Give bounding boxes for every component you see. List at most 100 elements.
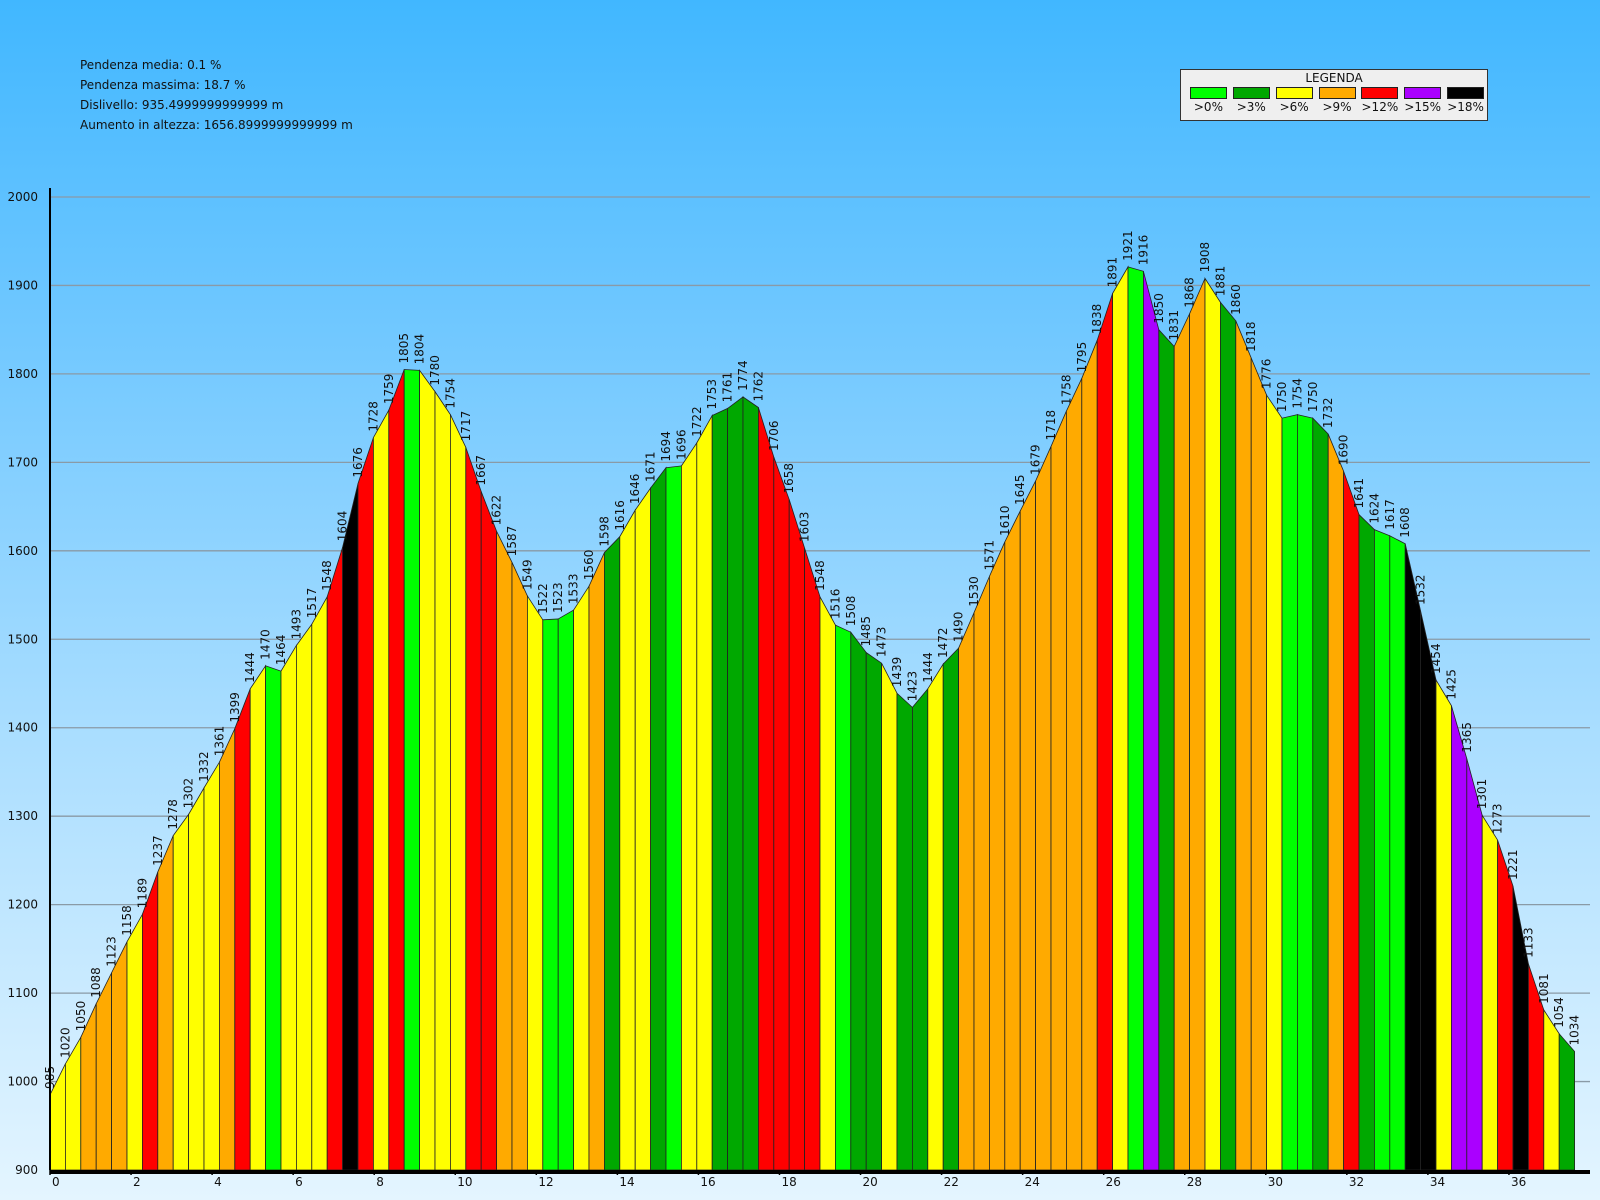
elevation-label: 1722 bbox=[690, 406, 704, 437]
elevation-label: 1753 bbox=[705, 379, 719, 410]
elevation-label: 1548 bbox=[813, 560, 827, 591]
legend-label: >9% bbox=[1322, 100, 1352, 114]
elevation-segment bbox=[989, 541, 1006, 1171]
elevation-segment bbox=[973, 576, 990, 1171]
elevation-label: 1617 bbox=[1383, 499, 1397, 530]
elevation-segment bbox=[265, 665, 282, 1171]
elevation-segment bbox=[1158, 328, 1175, 1171]
elevation-segment bbox=[696, 413, 713, 1171]
elevation-label: 1805 bbox=[397, 333, 411, 364]
elevation-segment bbox=[1066, 378, 1083, 1171]
elevation-label: 1302 bbox=[182, 778, 196, 809]
elevation-segment bbox=[1404, 543, 1421, 1171]
elevation-label: 1758 bbox=[1059, 375, 1073, 406]
x-tick-label: 4 bbox=[214, 1175, 222, 1189]
gain-text: Aumento in altezza: 1656.8999999999999 m bbox=[80, 118, 353, 132]
elevation-segment bbox=[773, 456, 790, 1171]
y-tick-label: 1300 bbox=[7, 809, 38, 823]
elevation-segment bbox=[835, 624, 852, 1171]
x-tick-label: 34 bbox=[1430, 1175, 1445, 1189]
legend-swatch bbox=[1318, 87, 1356, 99]
legend-item: >6% bbox=[1273, 87, 1316, 115]
elevation-segment bbox=[326, 547, 344, 1171]
elevation-label: 1189 bbox=[135, 878, 149, 909]
elevation-segment bbox=[1358, 513, 1375, 1171]
elevation-segment bbox=[958, 612, 975, 1171]
elevation-label: 1641 bbox=[1352, 478, 1366, 509]
elevation-label: 1610 bbox=[998, 505, 1012, 536]
elevation-label: 1050 bbox=[74, 1001, 88, 1032]
elevation-label: 1532 bbox=[1414, 574, 1428, 605]
elevation-segment bbox=[942, 647, 959, 1171]
elevation-label: 1365 bbox=[1460, 722, 1474, 753]
elevation-label: 1717 bbox=[459, 411, 473, 442]
elevation-segment bbox=[527, 594, 544, 1171]
elevation-label: 1081 bbox=[1537, 973, 1551, 1004]
elevation-segment bbox=[1266, 393, 1283, 1171]
elevation-label: 1020 bbox=[58, 1027, 72, 1058]
elevation-label: 1860 bbox=[1229, 284, 1243, 315]
elevation-segment bbox=[1435, 678, 1452, 1171]
elevation-segment bbox=[758, 407, 775, 1171]
elevation-segment bbox=[1250, 357, 1267, 1171]
legend-item: >0% bbox=[1187, 87, 1230, 115]
x-tick-label: 14 bbox=[619, 1175, 634, 1189]
legend-item: >3% bbox=[1230, 87, 1273, 115]
elevation-label: 1473 bbox=[875, 627, 889, 658]
elevation-segment bbox=[1312, 417, 1329, 1171]
elevation-label: 1761 bbox=[721, 372, 735, 403]
elevation-segment bbox=[1050, 410, 1067, 1171]
elevation-label: 1549 bbox=[520, 559, 534, 590]
elevation-segment bbox=[573, 584, 590, 1171]
elevation-label: 1776 bbox=[1260, 359, 1274, 390]
x-tick-label: 0 bbox=[52, 1175, 60, 1189]
elevation-label: 1881 bbox=[1213, 266, 1227, 297]
elevation-label: 1444 bbox=[921, 652, 935, 683]
y-tick-label: 1500 bbox=[7, 632, 38, 646]
elevation-segment bbox=[95, 972, 112, 1171]
elevation-segment bbox=[1019, 480, 1036, 1171]
elevation-label: 1425 bbox=[1444, 669, 1458, 700]
elevation-label: 1916 bbox=[1136, 235, 1150, 266]
elevation-segment bbox=[665, 465, 682, 1171]
elevation-segment bbox=[819, 596, 836, 1171]
y-tick-label: 1400 bbox=[7, 721, 38, 735]
elevation-segment bbox=[434, 390, 451, 1171]
elevation-label: 1439 bbox=[890, 657, 904, 688]
elevation-label: 1517 bbox=[305, 588, 319, 619]
elevation-segment bbox=[1081, 340, 1098, 1171]
legend-swatch bbox=[1189, 87, 1227, 99]
elevation-label: 1608 bbox=[1398, 507, 1412, 538]
elevation-label: 1516 bbox=[828, 589, 842, 620]
x-tick-label: 30 bbox=[1268, 1175, 1283, 1189]
elevation-segment bbox=[1143, 271, 1160, 1171]
elevation-labels: 9851020105010881123115811891237127813021… bbox=[43, 230, 1582, 1088]
elevation-label: 1667 bbox=[474, 455, 488, 486]
elevation-label: 1301 bbox=[1475, 779, 1489, 810]
elevation-segment bbox=[1451, 705, 1468, 1171]
elevation-segment bbox=[157, 835, 174, 1171]
legend-label: >18% bbox=[1447, 100, 1484, 114]
legend-title: LEGENDA bbox=[1305, 71, 1363, 85]
elevation-label: 1831 bbox=[1167, 310, 1181, 341]
elevation-segment bbox=[1327, 433, 1344, 1171]
elevation-label: 1133 bbox=[1521, 927, 1535, 958]
elevation-segment bbox=[295, 623, 313, 1171]
elevation-segment bbox=[634, 486, 651, 1171]
elevation-segment bbox=[742, 396, 759, 1171]
avg-grade-text: Pendenza media: 0.1 % bbox=[80, 58, 222, 72]
elevation-label: 1658 bbox=[782, 463, 796, 494]
elevation-segment bbox=[249, 664, 267, 1171]
legend-label: >12% bbox=[1361, 100, 1399, 114]
y-tick-label: 2000 bbox=[7, 190, 38, 204]
elevation-label: 1622 bbox=[490, 495, 504, 526]
elevation-label: 1423 bbox=[905, 671, 919, 702]
elevation-segment bbox=[1466, 758, 1483, 1171]
elevation-label: 1868 bbox=[1183, 277, 1197, 308]
elevation-segment bbox=[1173, 313, 1190, 1171]
elevation-label: 1762 bbox=[751, 371, 765, 402]
elevation-label: 1587 bbox=[505, 526, 519, 557]
legend: LEGENDA >0% >3% >6% >9% >12% >15% >18% bbox=[1180, 69, 1488, 121]
legend-swatch bbox=[1404, 87, 1442, 99]
elevation-label: 1221 bbox=[1506, 850, 1520, 881]
